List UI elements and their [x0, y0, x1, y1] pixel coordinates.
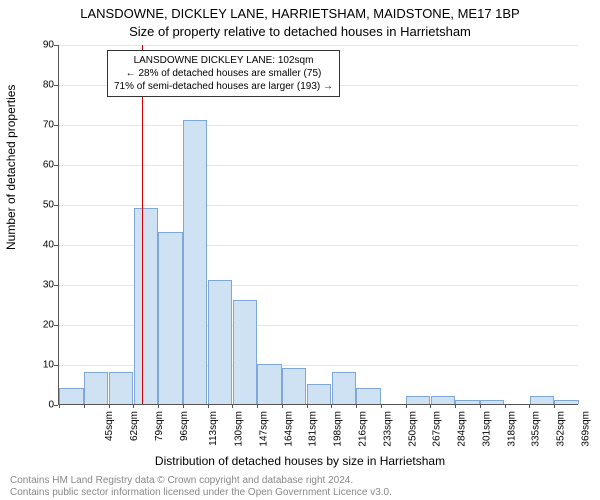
ytick-label: 20 — [34, 320, 54, 331]
bar — [59, 388, 83, 404]
bar — [332, 372, 356, 404]
xtick-label: 79sqm — [154, 411, 165, 441]
bar — [257, 364, 281, 404]
bar — [431, 396, 455, 404]
xtick-mark — [183, 404, 184, 408]
annotation-line3: 71% of semi-detached houses are larger (… — [114, 80, 333, 93]
xtick-mark — [356, 404, 357, 408]
xtick-mark — [381, 404, 382, 408]
xtick-label: 181sqm — [308, 411, 319, 447]
ytick-mark — [54, 285, 58, 286]
ytick-mark — [54, 405, 58, 406]
bar — [233, 300, 257, 404]
xtick-label: 113sqm — [208, 411, 219, 446]
annotation-line1: LANSDOWNE DICKLEY LANE: 102sqm — [114, 54, 333, 67]
xtick-label: 318sqm — [506, 411, 517, 447]
xtick-label: 164sqm — [283, 411, 294, 447]
xtick-mark — [307, 404, 308, 408]
chart-title-line2: Size of property relative to detached ho… — [0, 24, 600, 39]
ytick-label: 30 — [34, 280, 54, 291]
xtick-label: 284sqm — [457, 411, 468, 447]
xtick-mark — [529, 404, 530, 408]
plot-area: LANSDOWNE DICKLEY LANE: 102sqm ← 28% of … — [58, 45, 578, 405]
xtick-label: 198sqm — [333, 411, 344, 447]
bar — [208, 280, 232, 404]
bar — [554, 400, 578, 404]
xtick-mark — [158, 404, 159, 408]
bars-layer — [59, 45, 578, 404]
xtick-mark — [257, 404, 258, 408]
bar — [530, 396, 554, 404]
y-axis-label: Number of detached properties — [4, 85, 18, 250]
ytick-mark — [54, 325, 58, 326]
bar — [134, 208, 158, 404]
xtick-label: 301sqm — [481, 411, 492, 447]
ytick-label: 60 — [34, 160, 54, 171]
bar — [480, 400, 504, 404]
ytick-mark — [54, 365, 58, 366]
xtick-mark — [208, 404, 209, 408]
ytick-label: 50 — [34, 200, 54, 211]
xtick-label: 147sqm — [259, 411, 270, 447]
xtick-mark — [84, 404, 85, 408]
xtick-mark — [455, 404, 456, 408]
ytick-mark — [54, 125, 58, 126]
xtick-label: 45sqm — [104, 411, 115, 441]
bar — [406, 396, 430, 404]
bar — [84, 372, 108, 404]
ytick-label: 0 — [34, 400, 54, 411]
ytick-mark — [54, 45, 58, 46]
bar — [282, 368, 306, 404]
xtick-label: 233sqm — [382, 411, 393, 447]
xtick-mark — [232, 404, 233, 408]
xtick-mark — [109, 404, 110, 408]
footer-line2: Contains public sector information licen… — [10, 487, 392, 498]
xtick-mark — [331, 404, 332, 408]
xtick-label: 352sqm — [556, 411, 567, 447]
chart-container: LANSDOWNE, DICKLEY LANE, HARRIETSHAM, MA… — [0, 0, 600, 500]
footer-line1: Contains HM Land Registry data © Crown c… — [10, 475, 353, 486]
xtick-mark — [133, 404, 134, 408]
xtick-mark — [554, 404, 555, 408]
bar — [307, 384, 331, 404]
xtick-label: 267sqm — [432, 411, 443, 447]
xtick-label: 250sqm — [407, 411, 418, 447]
bar — [356, 388, 380, 404]
ytick-label: 90 — [34, 40, 54, 51]
xtick-label: 62sqm — [129, 411, 140, 441]
reference-line — [142, 45, 143, 404]
xtick-mark — [282, 404, 283, 408]
bar — [109, 372, 133, 404]
xtick-label: 96sqm — [179, 411, 190, 441]
annotation-box: LANSDOWNE DICKLEY LANE: 102sqm ← 28% of … — [107, 50, 340, 97]
xtick-mark — [59, 404, 60, 408]
xtick-mark — [406, 404, 407, 408]
xtick-label: 335sqm — [531, 411, 542, 447]
annotation-line2: ← 28% of detached houses are smaller (75… — [114, 67, 333, 80]
ytick-label: 80 — [34, 80, 54, 91]
bar — [455, 400, 479, 404]
ytick-label: 70 — [34, 120, 54, 131]
xtick-mark — [480, 404, 481, 408]
bar — [158, 232, 182, 404]
xtick-label: 130sqm — [234, 411, 245, 447]
ytick-mark — [54, 205, 58, 206]
xtick-label: 216sqm — [358, 411, 369, 447]
xtick-mark — [430, 404, 431, 408]
xtick-mark — [505, 404, 506, 408]
ytick-mark — [54, 85, 58, 86]
ytick-label: 40 — [34, 240, 54, 251]
chart-title-line1: LANSDOWNE, DICKLEY LANE, HARRIETSHAM, MA… — [0, 6, 600, 21]
x-axis-label: Distribution of detached houses by size … — [0, 454, 600, 468]
ytick-mark — [54, 165, 58, 166]
ytick-label: 10 — [34, 360, 54, 371]
bar — [183, 120, 207, 404]
xtick-label: 369sqm — [580, 411, 591, 447]
ytick-mark — [54, 245, 58, 246]
